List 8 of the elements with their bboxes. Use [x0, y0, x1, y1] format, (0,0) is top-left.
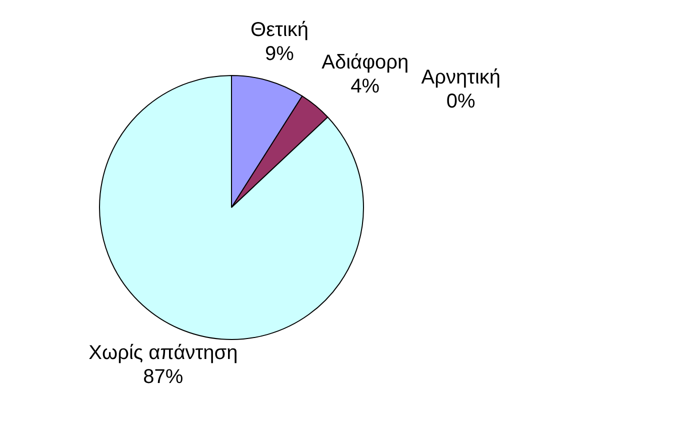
data-label: 87%	[143, 366, 184, 388]
text: 0%	[446, 90, 476, 112]
category-label: Αρνητική	[421, 66, 501, 88]
slice-label: Θετική	[250, 18, 308, 41]
data-label: 4%	[350, 75, 380, 98]
data-label: 9%	[265, 42, 294, 65]
slice-label: Αδιάφορη	[322, 51, 409, 74]
slice-label: Χωρίς απάντηση	[88, 342, 238, 364]
